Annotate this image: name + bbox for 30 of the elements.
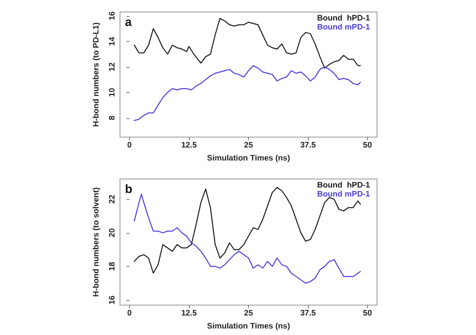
y-axis-title: H-bond numbers (to PD-L1)	[92, 22, 101, 127]
x-axis-title: Simulation Times (ns)	[207, 154, 290, 162]
x-tick-label: 25	[244, 308, 254, 318]
series-label: Bound hPD-1	[317, 180, 371, 190]
x-tick-label: 0	[127, 140, 132, 150]
y-axis-title: H-bond numbers (to solvent)	[92, 187, 101, 297]
x-tick-label: 0	[127, 308, 132, 318]
x-tick-label: 37.5	[300, 140, 316, 150]
x-axis-title: Simulation Times (ns)	[207, 322, 290, 330]
y-tick-label: 16	[108, 295, 116, 305]
annotation: a	[125, 15, 132, 29]
x-tick-label: 50	[363, 140, 372, 150]
line-series	[134, 65, 361, 122]
x-tick-label: 12.5	[181, 140, 198, 150]
annotation: b	[125, 182, 132, 196]
y-tick-label: 14	[108, 36, 116, 46]
text: Bound mPD-1	[317, 190, 371, 198]
y-tick-label: 12	[108, 62, 116, 72]
series-label: Bound hPD-1	[317, 14, 371, 22]
y-tick-label: 16	[108, 10, 116, 20]
text: Bound mPD-1	[317, 22, 371, 32]
x-tick-label: 25	[244, 140, 254, 150]
y-tick-label: 8	[108, 115, 116, 120]
x-tick-label: 37.5	[300, 308, 316, 318]
x-tick-label: 12.5	[181, 308, 198, 318]
y-tick-label: 22	[108, 194, 116, 204]
y-tick-label: 10	[108, 87, 116, 97]
y-tick-label: 20	[108, 228, 116, 238]
x-tick-label: 50	[363, 308, 372, 318]
y-tick-label: 18	[108, 261, 116, 271]
